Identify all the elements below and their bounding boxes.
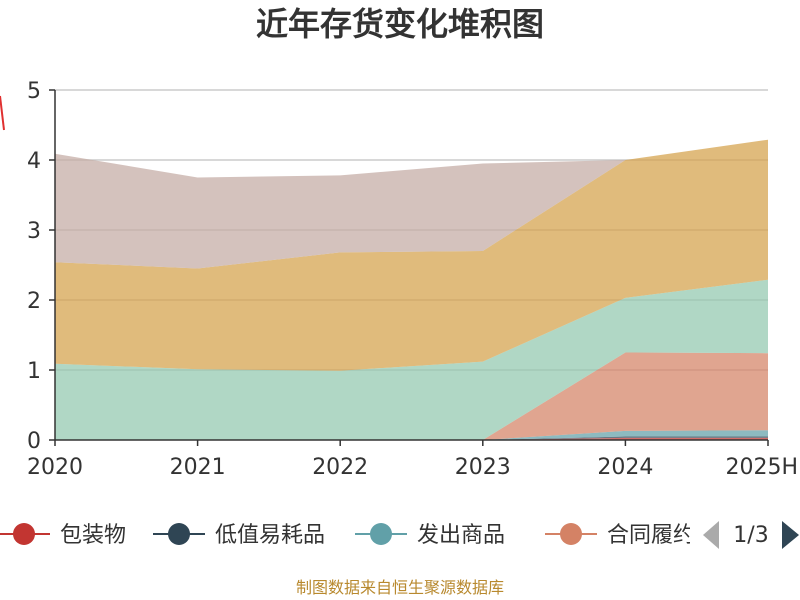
legend-page-indicator: 1/3 — [733, 523, 768, 548]
y-tick-label: 2 — [27, 289, 41, 314]
area-series-4 — [55, 279, 768, 440]
x-tick-label: 2021 — [170, 455, 226, 480]
legend-item[interactable]: 包装物 — [0, 523, 126, 548]
legend-pager: 1/3 — [703, 521, 799, 549]
area-series — [55, 139, 768, 440]
chart-title: 近年存货变化堆积图 — [255, 5, 544, 43]
source-note: 制图数据来自恒生聚源数据库 — [295, 578, 504, 597]
legend-marker — [370, 523, 392, 545]
area-series-3 — [55, 352, 768, 440]
legend-label: 包装物 — [60, 523, 126, 548]
legend-label: 合同履约成本 — [607, 523, 739, 548]
x-tick-label: 2020 — [27, 455, 83, 480]
legend-next-icon[interactable] — [782, 521, 799, 549]
y-axis-mark — [0, 95, 5, 131]
y-tick-label: 1 — [27, 359, 41, 384]
area-series-6 — [55, 139, 768, 269]
y-tick-label: 5 — [27, 79, 41, 104]
legend-item[interactable]: 低值易耗品 — [153, 523, 325, 548]
area-series-2 — [55, 430, 768, 440]
x-tick-label: 2023 — [455, 455, 511, 480]
legend: 包装物 低值易耗品 发出商品 合同履约成本 — [0, 523, 739, 548]
legend-item[interactable]: 合同履约成本 — [545, 523, 739, 548]
y-tick-label: 3 — [27, 219, 41, 244]
legend-marker — [168, 523, 190, 545]
legend-label: 发出商品 — [417, 523, 505, 548]
area-series-5 — [55, 139, 768, 371]
legend-marker — [13, 523, 35, 545]
legend-prev-icon[interactable] — [703, 521, 719, 549]
y-tick-label: 4 — [27, 149, 41, 174]
axes: 0 1 2 3 4 5 2020 2021 2022 2023 2024 2025H — [27, 79, 798, 480]
legend-item[interactable]: 发出商品 — [355, 523, 505, 548]
y-tick-label: 0 — [27, 429, 41, 454]
x-tick-label: 2025H — [725, 455, 798, 480]
area-series-1 — [55, 436, 768, 440]
x-tick-label: 2024 — [597, 455, 653, 480]
legend-marker — [560, 523, 582, 545]
legend-label: 低值易耗品 — [215, 523, 325, 548]
x-tick-label: 2022 — [312, 455, 368, 480]
